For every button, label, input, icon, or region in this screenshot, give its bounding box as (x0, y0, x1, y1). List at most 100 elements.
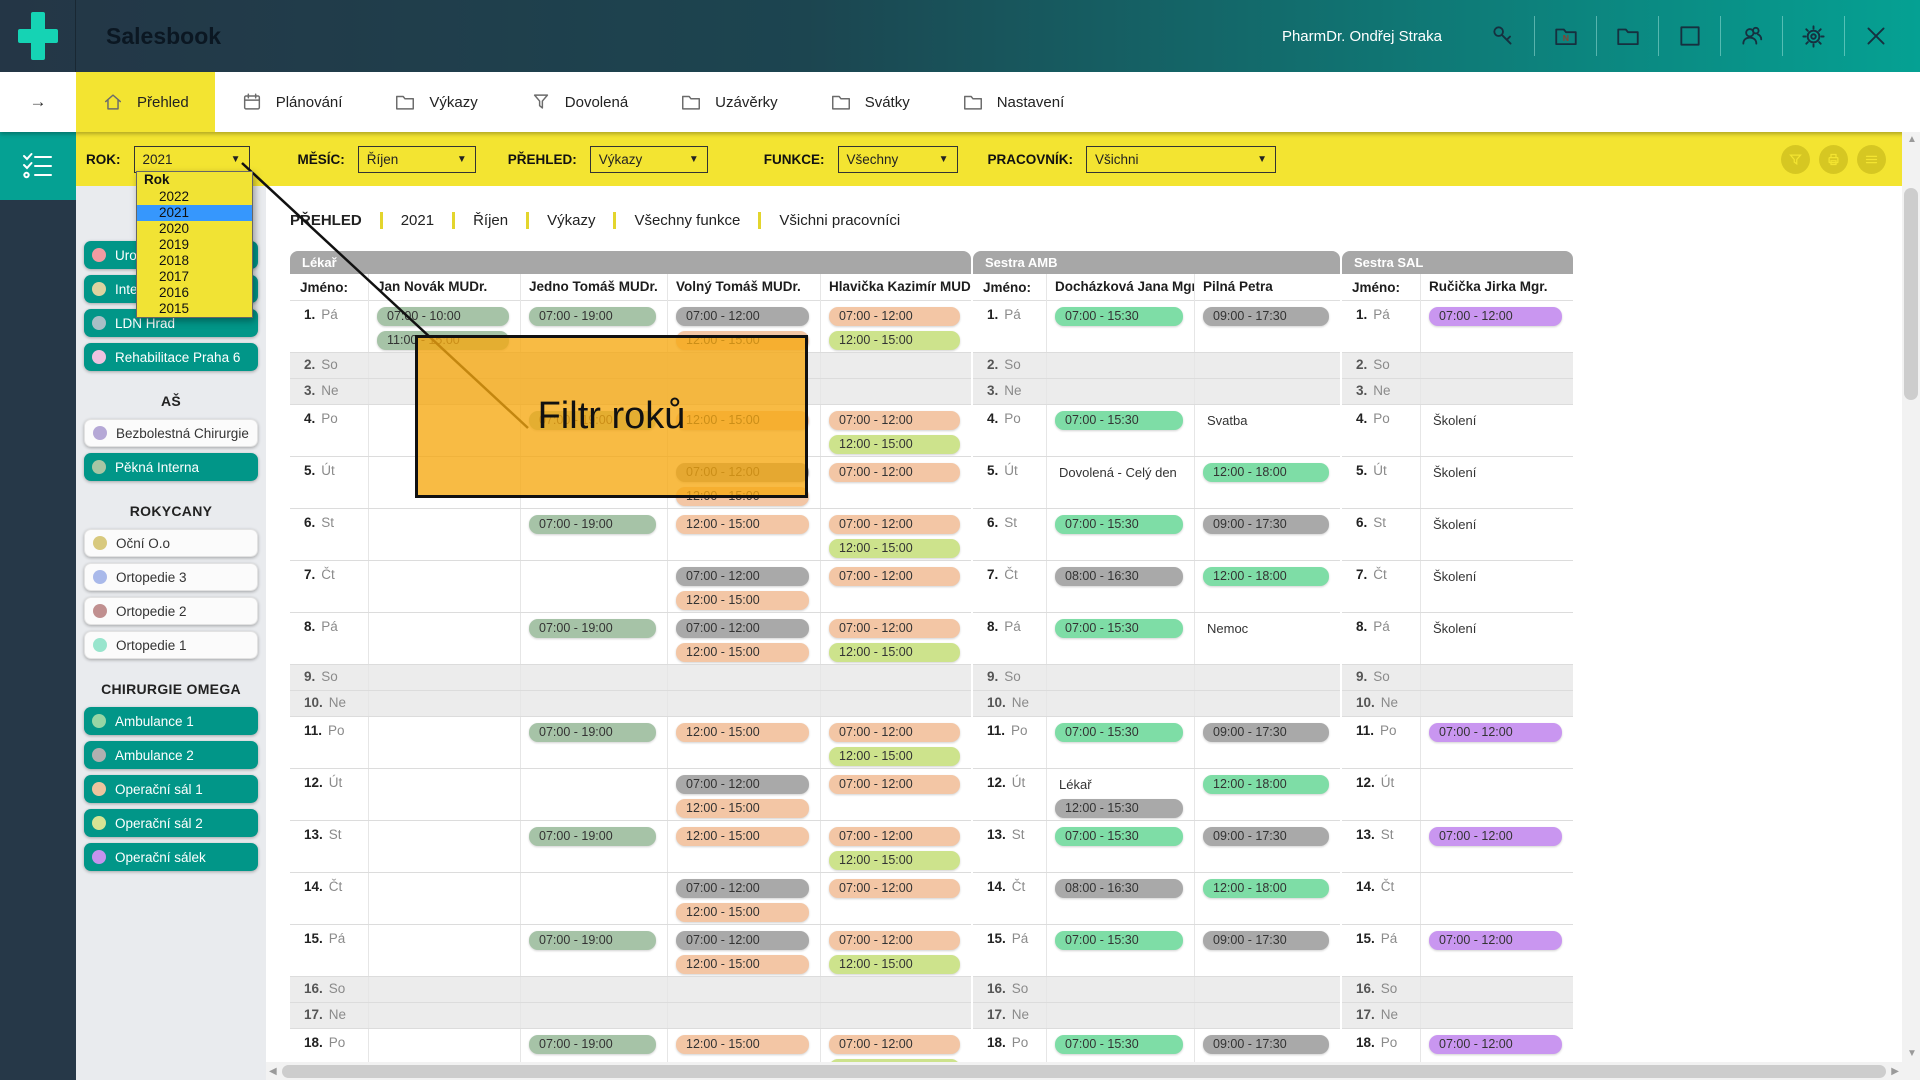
sidebar-item-ortopedie-3[interactable]: Ortopedie 3 (84, 563, 258, 591)
shift-chip[interactable]: 07:00 - 12:00 (829, 463, 960, 482)
shift-chip[interactable]: 07:00 - 19:00 (529, 827, 656, 846)
shift-chip[interactable]: 07:00 - 12:00 (1429, 1035, 1562, 1054)
sidebar-item-operační-sálek[interactable]: Operační sálek (84, 843, 258, 871)
shift-chip[interactable]: 07:00 - 15:30 (1055, 723, 1183, 742)
shift-chip[interactable]: 07:00 - 10:00 (377, 307, 509, 326)
funkce-select[interactable]: Všechny▼ (838, 146, 958, 173)
sidebar-item-operační-sál-2[interactable]: Operační sál 2 (84, 809, 258, 837)
shift-chip[interactable]: 09:00 - 17:30 (1203, 827, 1329, 846)
shift-chip[interactable]: 12:00 - 15:00 (829, 539, 960, 558)
shift-chip[interactable]: 12:00 - 18:00 (1203, 567, 1329, 586)
menu-button[interactable] (1857, 145, 1886, 174)
scroll-right-arrow[interactable]: ▶ (1891, 1066, 1899, 1077)
sidebar-item-bezbolestná-chirurgie[interactable]: Bezbolestná Chirurgie (84, 419, 258, 447)
shift-chip[interactable]: 07:00 - 12:00 (829, 879, 960, 898)
folder-new-icon[interactable]: N (1534, 16, 1596, 56)
pracovnik-select[interactable]: Všichni▼ (1086, 146, 1276, 173)
shift-chip[interactable]: 07:00 - 12:00 (1429, 931, 1562, 950)
folder-icon[interactable] (1596, 16, 1658, 56)
shift-chip[interactable]: 07:00 - 15:30 (1055, 827, 1183, 846)
print-button[interactable] (1819, 145, 1848, 174)
year-option[interactable]: 2022 (137, 189, 252, 205)
app-logo[interactable] (0, 0, 76, 72)
shift-chip[interactable]: 07:00 - 19:00 (529, 1035, 656, 1054)
shift-chip[interactable]: 07:00 - 12:00 (1429, 723, 1562, 742)
shift-note[interactable]: Svatba (1207, 413, 1329, 428)
shift-chip[interactable]: 07:00 - 12:00 (829, 515, 960, 534)
shift-chip[interactable]: 08:00 - 16:30 (1055, 879, 1183, 898)
shift-chip[interactable]: 07:00 - 15:30 (1055, 411, 1183, 430)
checklist-button[interactable] (0, 132, 76, 200)
year-option[interactable]: 2018 (137, 253, 252, 269)
shift-chip[interactable]: 07:00 - 12:00 (829, 827, 960, 846)
sidebar-item-oční-o.o[interactable]: Oční O.o (84, 529, 258, 557)
shift-chip[interactable]: 07:00 - 15:30 (1055, 515, 1183, 534)
shift-chip[interactable]: 12:00 - 15:00 (676, 515, 809, 534)
shift-note[interactable]: Školení (1433, 621, 1562, 636)
sidebar-item-ortopedie-1[interactable]: Ortopedie 1 (84, 631, 258, 659)
shift-chip[interactable]: 07:00 - 12:00 (1429, 827, 1562, 846)
shift-note[interactable]: Nemoc (1207, 621, 1329, 636)
year-option[interactable]: 2015 (137, 301, 252, 317)
shift-chip[interactable]: 12:00 - 15:00 (676, 827, 809, 846)
shift-chip[interactable]: 09:00 - 17:30 (1203, 723, 1329, 742)
shift-chip[interactable]: 07:00 - 12:00 (829, 567, 960, 586)
horizontal-scroll-thumb[interactable] (282, 1065, 1887, 1078)
shift-chip[interactable]: 07:00 - 19:00 (529, 307, 656, 326)
shift-chip[interactable]: 12:00 - 15:00 (676, 799, 809, 818)
rok-select[interactable]: 2021▼ (134, 146, 250, 173)
shift-chip[interactable]: 09:00 - 17:30 (1203, 307, 1329, 326)
shift-chip[interactable]: 12:00 - 15:30 (1055, 799, 1183, 818)
sidebar-item-pěkná-interna[interactable]: Pěkná Interna (84, 453, 258, 481)
sidebar-item-operační-sál-1[interactable]: Operační sál 1 (84, 775, 258, 803)
shift-chip[interactable]: 07:00 - 12:00 (829, 307, 960, 326)
year-option[interactable]: 2019 (137, 237, 252, 253)
shift-chip[interactable]: 07:00 - 15:30 (1055, 619, 1183, 638)
shift-chip[interactable]: 07:00 - 12:00 (676, 931, 809, 950)
tab-uzaverky[interactable]: Uzávěrky (654, 72, 804, 132)
shift-chip[interactable]: 12:00 - 15:00 (829, 435, 960, 454)
shift-chip[interactable]: 07:00 - 19:00 (529, 515, 656, 534)
users-icon[interactable] (1720, 16, 1782, 56)
shift-chip[interactable]: 07:00 - 12:00 (676, 775, 809, 794)
shift-note[interactable]: Školení (1433, 465, 1562, 480)
year-option[interactable]: 2016 (137, 285, 252, 301)
vertical-scroll-thumb[interactable] (1904, 188, 1918, 400)
window-icon[interactable] (1658, 16, 1720, 56)
shift-chip[interactable]: 07:00 - 19:00 (529, 723, 656, 742)
shift-chip[interactable]: 07:00 - 12:00 (829, 1035, 960, 1054)
shift-chip[interactable]: 07:00 - 12:00 (829, 931, 960, 950)
shift-chip[interactable]: 12:00 - 15:00 (829, 851, 960, 870)
shift-chip[interactable]: 07:00 - 15:30 (1055, 931, 1183, 950)
sidebar-item-ambulance-1[interactable]: Ambulance 1 (84, 707, 258, 735)
year-option[interactable]: 2020 (137, 221, 252, 237)
shift-chip[interactable]: 07:00 - 12:00 (676, 879, 809, 898)
sidebar-item-ortopedie-2[interactable]: Ortopedie 2 (84, 597, 258, 625)
shift-chip[interactable]: 09:00 - 17:30 (1203, 1035, 1329, 1054)
shift-chip[interactable]: 12:00 - 15:00 (829, 331, 960, 350)
shift-chip[interactable]: 12:00 - 18:00 (1203, 879, 1329, 898)
key-icon[interactable] (1472, 16, 1534, 56)
shift-chip[interactable]: 12:00 - 15:00 (676, 723, 809, 742)
shift-chip[interactable]: 09:00 - 17:30 (1203, 515, 1329, 534)
shift-chip[interactable]: 07:00 - 12:00 (829, 411, 960, 430)
shift-chip[interactable]: 12:00 - 15:00 (829, 643, 960, 662)
shift-chip[interactable]: 12:00 - 15:00 (829, 747, 960, 766)
filter-button[interactable] (1781, 145, 1810, 174)
scroll-up-arrow[interactable]: ▲ (1907, 135, 1917, 145)
tab-vykazy[interactable]: Výkazy (368, 72, 503, 132)
shift-chip[interactable]: 07:00 - 15:30 (1055, 307, 1183, 326)
shift-chip[interactable]: 07:00 - 12:00 (1429, 307, 1562, 326)
shift-chip[interactable]: 07:00 - 12:00 (829, 723, 960, 742)
shift-chip[interactable]: 07:00 - 12:00 (676, 619, 809, 638)
tab-planovani[interactable]: Plánování (215, 72, 369, 132)
shift-chip[interactable]: 12:00 - 15:00 (676, 1035, 809, 1054)
scroll-left-arrow[interactable]: ◀ (269, 1066, 277, 1077)
shift-chip[interactable]: 07:00 - 12:00 (676, 307, 809, 326)
shift-chip[interactable]: 12:00 - 15:00 (676, 643, 809, 662)
tab-dovolena[interactable]: Dovolená (504, 72, 654, 132)
year-option[interactable]: 2021 (137, 205, 252, 221)
gear-icon[interactable] (1782, 16, 1844, 56)
shift-chip[interactable]: 08:00 - 16:30 (1055, 567, 1183, 586)
mesic-select[interactable]: Říjen▼ (358, 146, 476, 173)
